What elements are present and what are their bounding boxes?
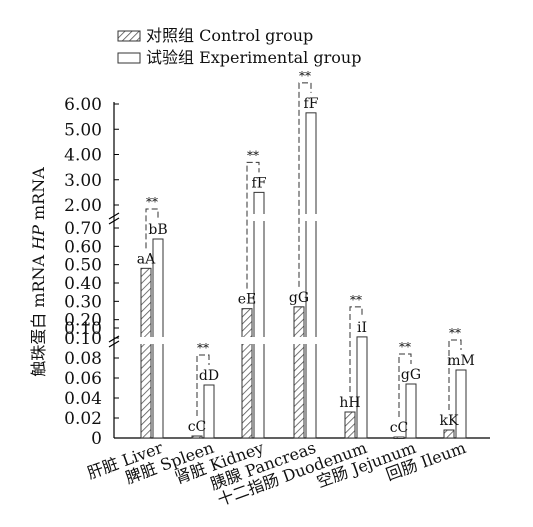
y-tick-label: 0.70 — [64, 219, 102, 239]
bar-experimental-label: mM — [447, 353, 475, 369]
bar-control-label: cC — [390, 420, 409, 436]
bar-control-label: kK — [440, 413, 459, 429]
y-tick-label: 4.00 — [64, 146, 102, 166]
significance-bracket — [298, 82, 312, 287]
bar-experimental-label: iI — [357, 320, 367, 336]
significance-marker: ** — [299, 69, 311, 83]
bar-experimental — [203, 384, 215, 439]
bar-control-label: aA — [137, 251, 156, 267]
bar-break-gap — [305, 214, 317, 221]
y-tick-label: 0.20 — [64, 311, 102, 331]
bar-control — [443, 429, 455, 439]
significance-marker: ** — [247, 148, 259, 162]
y-tick-label: 0.50 — [64, 256, 102, 276]
y-tick-label: 0 — [91, 429, 102, 449]
bar-experimental — [455, 369, 467, 439]
bar-experimental-label: dD — [199, 368, 219, 384]
bar-experimental — [305, 112, 317, 439]
y-tick-label: 2.00 — [64, 196, 102, 216]
bar-break-gap — [305, 337, 317, 344]
bar-break-gap — [253, 214, 265, 221]
significance-marker: ** — [350, 293, 362, 307]
bar-control — [140, 267, 152, 439]
bar-experimental-label: fF — [304, 96, 319, 112]
bar-control — [393, 436, 405, 439]
significance-bracket — [398, 353, 412, 417]
axes: 00.020.040.060.080.100.200.300.400.500.6… — [64, 95, 490, 449]
bar-experimental — [253, 191, 265, 439]
y-tick-label: 0.04 — [64, 389, 102, 409]
annotations: aA bB ** cC dD ** eE fF ** gG fF ** hH iI ** cC gG ** kK mM… — [137, 69, 475, 436]
y-tick-label: 0.60 — [64, 237, 102, 257]
bar-control-label: hH — [339, 395, 360, 411]
significance-bracket — [196, 354, 210, 416]
y-tick-label: 0.40 — [64, 274, 102, 294]
y-axis-label: 触珠蛋白 mRNA HP mRNA — [29, 167, 48, 377]
bar-control — [241, 308, 253, 439]
bar-break-gap — [253, 337, 265, 344]
significance-marker: ** — [197, 341, 209, 355]
axis-break-mark — [108, 335, 120, 343]
bar-control-label: cC — [188, 419, 207, 435]
bar-experimental-label: gG — [401, 367, 421, 383]
bar-experimental — [356, 336, 368, 439]
y-tick-label: 3.00 — [64, 171, 102, 191]
significance-marker: ** — [146, 195, 158, 209]
bar-experimental-label: bB — [148, 222, 167, 238]
bar-control — [293, 306, 305, 439]
significance-bracket — [246, 161, 260, 289]
y-tick-label: 6.00 — [64, 95, 102, 115]
y-tick-label: 0.06 — [64, 369, 102, 389]
bar-experimental-label: fF — [252, 175, 267, 191]
axis-break-mark — [108, 217, 120, 225]
legend-label-control: 对照组 Control group — [146, 26, 313, 45]
significance-bracket — [448, 339, 462, 410]
bar-control-label: gG — [289, 290, 309, 306]
significance-marker: ** — [449, 326, 461, 340]
axis-break-mark — [108, 340, 120, 348]
y-tick-label: 0.02 — [64, 409, 102, 429]
y-tick-label: 0.10 — [64, 329, 102, 349]
legend-label-experimental: 试验组 Experimental group — [146, 48, 361, 67]
legend-swatch-experimental — [117, 52, 141, 64]
bar-control — [344, 411, 356, 439]
axis-break-mark — [108, 212, 120, 220]
y-tick-label: 5.00 — [64, 120, 102, 140]
bar-break-gap — [140, 337, 152, 344]
bar-experimental — [405, 383, 417, 439]
significance-bracket — [145, 208, 159, 249]
bars — [140, 112, 467, 439]
y-tick-label: 0.10 — [64, 319, 102, 339]
significance-bracket — [349, 306, 363, 392]
legend-swatch-control — [117, 30, 141, 42]
bar-control-label: eE — [238, 292, 257, 308]
legend: 对照组 Control group 试验组 Experimental group — [117, 26, 361, 67]
bar-break-gap — [152, 337, 164, 344]
bar-break-gap — [293, 337, 305, 344]
y-tick-label: 0.30 — [64, 292, 102, 312]
significance-marker: ** — [399, 340, 411, 354]
bar-break-gap — [241, 337, 253, 344]
bar-control — [191, 435, 203, 439]
y-tick-label: 0.08 — [64, 349, 102, 369]
